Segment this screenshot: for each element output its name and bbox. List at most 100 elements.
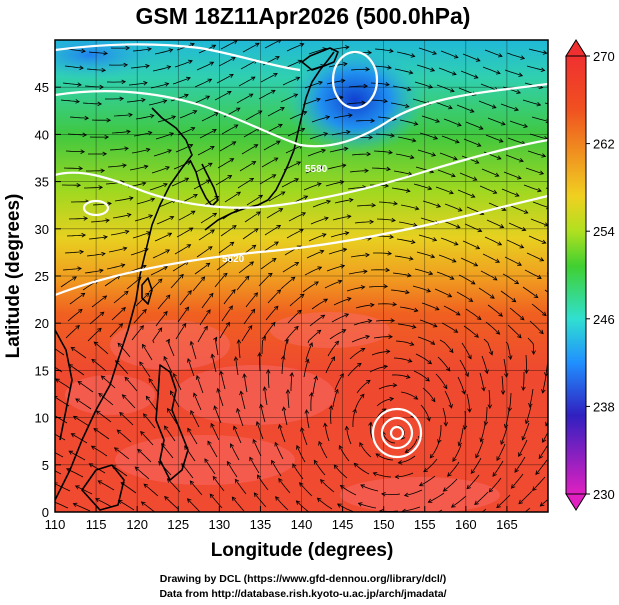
streamline bbox=[134, 215, 153, 222]
streamline bbox=[275, 496, 289, 511]
streamline bbox=[95, 498, 113, 508]
streamline-arrowhead bbox=[184, 93, 189, 98]
streamline-arrowhead bbox=[142, 308, 147, 314]
streamline-arrowhead bbox=[360, 348, 366, 352]
streamline bbox=[82, 102, 102, 105]
streamline-arrowhead bbox=[140, 501, 146, 506]
streamline-arrowhead bbox=[294, 178, 300, 183]
y-tick-label: 45 bbox=[35, 80, 49, 95]
streamline bbox=[288, 212, 306, 222]
streamline-arrowhead bbox=[227, 91, 232, 95]
streamline bbox=[511, 473, 524, 489]
streamline-arrowhead bbox=[294, 325, 299, 331]
cold-low-region bbox=[285, 45, 425, 155]
streamline bbox=[66, 234, 86, 237]
streamline bbox=[60, 99, 80, 103]
streamline-arrowhead bbox=[449, 348, 454, 354]
streamline bbox=[372, 65, 392, 69]
streamline bbox=[347, 186, 367, 190]
streamline bbox=[518, 490, 533, 504]
streamline-arrowhead bbox=[496, 503, 501, 509]
streamline bbox=[211, 354, 217, 373]
streamline bbox=[396, 51, 415, 57]
streamline bbox=[210, 423, 220, 441]
streamline bbox=[290, 372, 293, 391]
colorbar-top-arrow bbox=[565, 39, 587, 57]
streamline-arrowhead bbox=[426, 416, 431, 422]
streamline bbox=[547, 171, 548, 172]
streamline-arrowhead bbox=[352, 408, 357, 414]
streamline-arrowhead bbox=[299, 482, 304, 487]
streamline-arrowhead bbox=[323, 422, 328, 428]
streamline-arrowhead bbox=[431, 152, 437, 157]
streamline bbox=[525, 354, 527, 374]
streamline-arrowhead bbox=[125, 45, 131, 51]
streamline bbox=[524, 269, 542, 279]
streamline bbox=[236, 408, 244, 427]
streamline-arrowhead bbox=[164, 496, 169, 501]
streamline bbox=[492, 460, 504, 477]
coastline-china bbox=[55, 107, 193, 501]
streamline bbox=[508, 222, 526, 231]
streamline bbox=[187, 358, 195, 377]
streamline bbox=[542, 374, 547, 393]
streamline-arrowhead bbox=[468, 297, 474, 302]
streamline-arrowhead bbox=[75, 99, 80, 104]
streamline bbox=[212, 476, 225, 492]
streamline-arrowhead bbox=[559, 104, 563, 108]
streamline-arrowhead bbox=[139, 325, 144, 330]
streamline-arrowhead bbox=[387, 251, 393, 256]
streamline bbox=[400, 204, 419, 210]
streamline-arrowhead bbox=[193, 194, 198, 199]
y-axis: 0 5 10 15 20 25 30 35 40 45 bbox=[35, 80, 61, 520]
streamline bbox=[351, 153, 371, 156]
streamline bbox=[378, 384, 397, 390]
streamline-arrowhead bbox=[481, 386, 486, 392]
x-tick-label: 110 bbox=[45, 517, 66, 532]
streamline-arrowhead bbox=[120, 263, 126, 268]
streamline bbox=[224, 191, 241, 203]
streamline bbox=[524, 507, 531, 512]
streamline-arrowhead bbox=[346, 297, 352, 302]
streamline bbox=[84, 186, 103, 189]
streamline bbox=[55, 501, 69, 509]
streamline-arrowhead bbox=[518, 452, 523, 457]
streamline-arrowhead bbox=[119, 96, 125, 102]
streamline bbox=[163, 356, 173, 374]
streamline-arrowhead bbox=[98, 392, 103, 398]
streamline-arrowhead bbox=[145, 64, 150, 69]
streamline-arrowhead bbox=[249, 261, 255, 266]
streamline-arrowhead bbox=[408, 256, 414, 261]
streamline-arrowhead bbox=[190, 210, 196, 215]
streamline-arrowhead bbox=[210, 422, 215, 428]
streamline-arrowhead bbox=[448, 105, 453, 110]
streamline-arrowhead bbox=[314, 281, 319, 286]
streamline-arrowhead bbox=[483, 421, 489, 426]
streamline-arrowhead bbox=[476, 315, 482, 321]
streamline-arrowhead bbox=[510, 484, 516, 489]
credit-data: Data from http://database.rish.kyoto-u.a… bbox=[159, 588, 446, 600]
streamline bbox=[55, 433, 66, 441]
streamline-arrowhead bbox=[292, 463, 297, 469]
streamline bbox=[347, 363, 362, 377]
streamline bbox=[346, 102, 366, 105]
streamline bbox=[305, 166, 324, 174]
streamline-arrowhead bbox=[360, 393, 365, 399]
streamline bbox=[271, 460, 282, 477]
streamline-arrowhead bbox=[428, 270, 434, 276]
streamline-arrowhead bbox=[323, 132, 329, 137]
streamline-arrowhead bbox=[228, 305, 233, 311]
streamline bbox=[460, 70, 479, 79]
streamline bbox=[112, 214, 131, 219]
streamline-arrowhead bbox=[457, 207, 463, 212]
streamline-arrowhead bbox=[93, 341, 99, 346]
streamline bbox=[201, 112, 219, 122]
streamline bbox=[282, 77, 300, 86]
streamline bbox=[346, 286, 365, 292]
streamline bbox=[111, 307, 126, 321]
streamline-arrowhead bbox=[253, 292, 259, 297]
streamline bbox=[214, 337, 219, 356]
streamline bbox=[193, 179, 211, 190]
streamline bbox=[394, 255, 413, 260]
streamline bbox=[152, 327, 163, 344]
